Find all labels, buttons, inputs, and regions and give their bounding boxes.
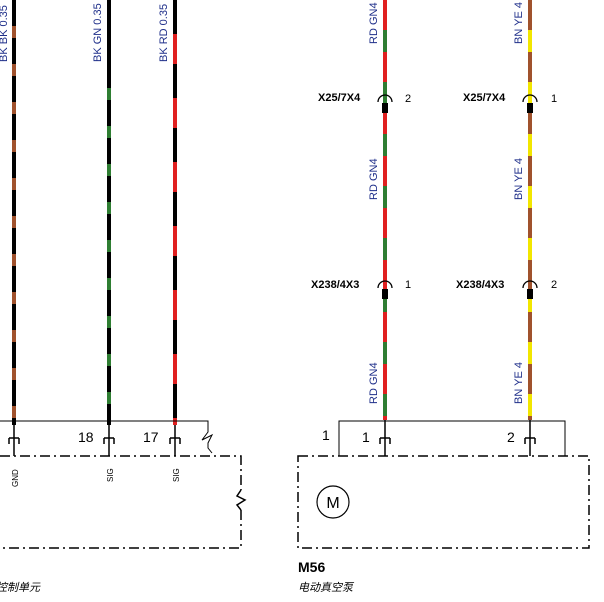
signal-sig-17: SIG [172,468,181,482]
signal-sig-18: SIG [106,468,115,482]
connector-name-x25-a: X25/7X4 [318,92,361,104]
pump-pin-2: 2 [507,429,515,445]
connector-pin-x25-b: 1 [551,93,557,105]
terminal-pump-pin1 [379,420,391,456]
connector-name-x25-b: X25/7X4 [463,92,506,104]
wire-label-bn-ye-mid: BN YE 4 [513,158,525,200]
wire-label-rd-gn-bot: RD GN4 [368,362,380,404]
connector-x238-pin1 [377,280,393,299]
pump-housing-pin-1: 1 [322,427,330,443]
connector-pin-x238-a: 1 [405,279,411,291]
control-unit-caption: 控制单元 [0,581,41,594]
motor-icon [316,485,350,519]
connector-name-x238-a: X238/4X3 [311,279,359,291]
signal-gnd: GND [11,469,20,487]
wire-label-bn-ye-bot: BN YE 4 [513,362,525,404]
connector-pin-x238-b: 2 [551,279,557,291]
terminal-pin-18 [103,425,115,456]
wire-label-bn-ye-top: BN YE 4 [513,2,525,44]
pump-caption: 电动真空泵 [298,581,355,594]
connector-pin-x25-a: 2 [405,93,411,105]
pump-code: M56 [298,559,325,575]
connector-x25-pin2 [377,94,393,113]
connector-x238-pin2 [522,280,538,299]
pump-pin-1: 1 [362,429,370,445]
connector-name-x238-b: X238/4X3 [456,279,504,291]
wire-label-rd-gn-mid: RD GN4 [368,158,380,200]
wire-label-bk-bk: BK BK 0.35 [0,5,10,62]
pin-number-18: 18 [78,429,94,445]
pump-housing [297,420,590,549]
wire-label-bk-gn: BK GN 0.35 [92,3,104,62]
pin-number-17: 17 [143,429,159,445]
terminal-pump-pin2 [524,420,536,456]
connector-x25-pin1 [522,94,538,113]
terminal-gnd [8,425,20,456]
wire-label-rd-gn-top: RD GN4 [368,2,380,44]
terminal-pin-17 [169,425,181,456]
motor-symbol: M [326,495,339,512]
control-unit-outline [0,420,247,549]
wire-label-bk-rd: BK RD 0.35 [158,4,170,62]
